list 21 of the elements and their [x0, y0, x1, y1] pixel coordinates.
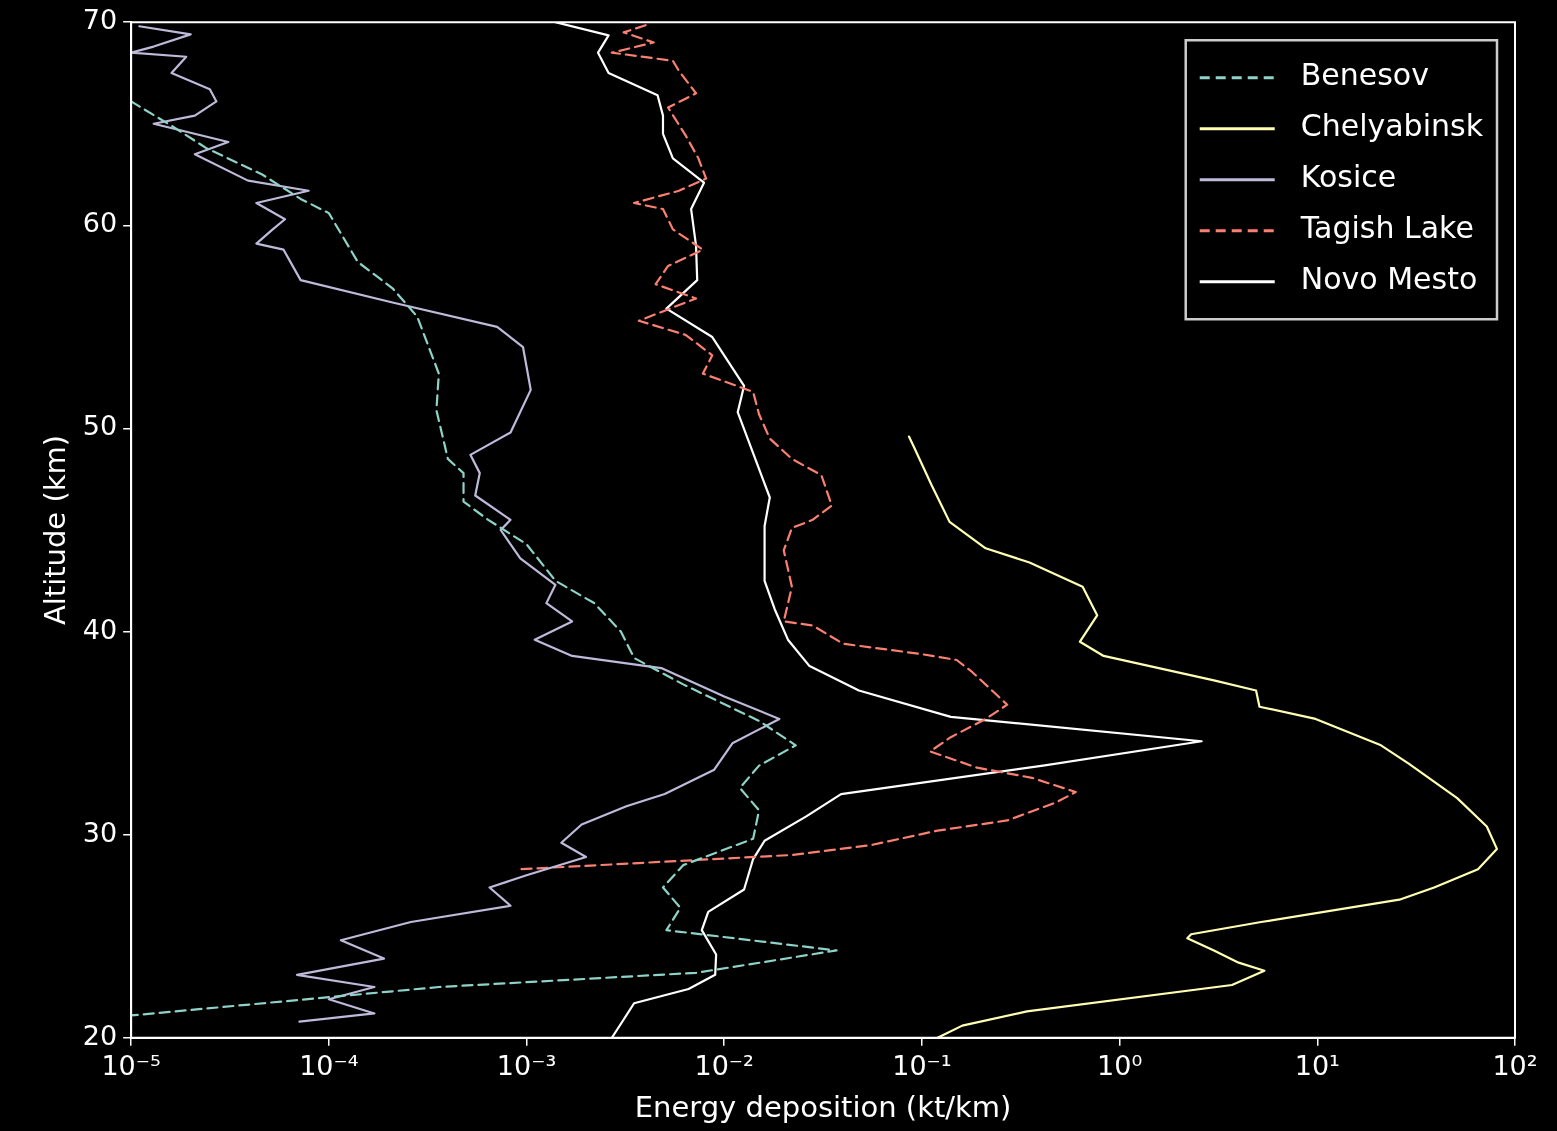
x-tick-label: 10¹ — [1294, 1050, 1340, 1082]
x-tick-label: 10⁻⁴ — [299, 1050, 359, 1082]
y-tick-label: 40 — [82, 613, 118, 645]
x-tick-label: 10⁻⁵ — [101, 1050, 161, 1082]
x-tick-label: 10⁰ — [1097, 1050, 1143, 1082]
legend-label: Chelyabinsk — [1300, 108, 1484, 144]
y-tick-label: 50 — [82, 410, 118, 442]
x-tick-label: 10⁻¹ — [892, 1050, 952, 1082]
legend-label: Benesov — [1300, 57, 1429, 93]
y-tick-label: 30 — [82, 816, 118, 848]
x-tick-label: 10⁻³ — [496, 1050, 557, 1082]
y-tick-label: 20 — [82, 1019, 118, 1051]
x-tick-label: 10² — [1492, 1050, 1538, 1082]
y-tick-label: 70 — [82, 4, 118, 36]
legend-label: Kosice — [1300, 159, 1397, 195]
y-axis-title: Altitude (km) — [37, 434, 72, 626]
x-tick-label: 10⁻² — [694, 1050, 754, 1082]
legend-label: Novo Mesto — [1300, 261, 1478, 297]
y-tick-label: 60 — [82, 207, 118, 239]
x-axis-title: Energy deposition (kt/km) — [634, 1090, 1012, 1125]
legend-label: Tagish Lake — [1299, 210, 1474, 246]
